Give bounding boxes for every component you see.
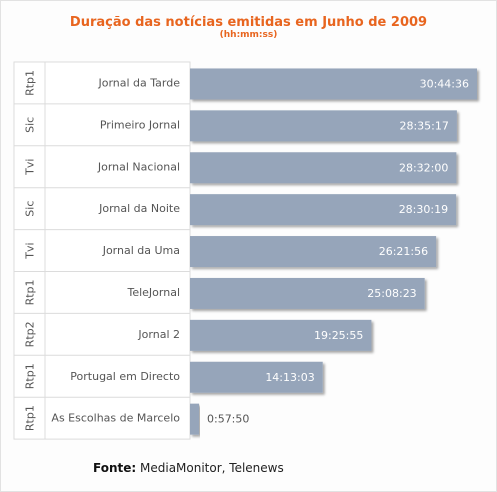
channel-label: Rtp2	[24, 321, 37, 347]
data-label: 19:25:55	[314, 329, 363, 342]
bar	[190, 110, 457, 142]
bar	[190, 194, 457, 226]
data-label: 28:32:00	[399, 161, 448, 174]
data-label: 28:30:19	[399, 203, 448, 216]
category-label: As Escolhas de Marcelo	[51, 412, 180, 425]
channel-label: Rtp1	[24, 363, 37, 389]
category-label: Jornal da Uma	[102, 244, 180, 257]
data-label: 14:13:03	[265, 371, 314, 384]
channel-label: Sic	[24, 201, 37, 217]
data-label: 25:08:23	[367, 287, 416, 300]
category-label: Jornal da Tarde	[97, 76, 180, 89]
bar	[190, 236, 437, 268]
category-label: Jornal da Noite	[98, 202, 180, 215]
source-text: MediaMonitor, Telenews	[140, 461, 284, 475]
category-label: Jornal 2	[137, 328, 180, 341]
bar	[190, 403, 199, 435]
bar	[190, 319, 372, 351]
channel-label: Rtp1	[24, 405, 37, 431]
bar	[190, 277, 425, 309]
source-label: Fonte:	[93, 461, 137, 475]
channel-label: Rtp1	[24, 70, 37, 96]
category-label: TeleJornal	[126, 286, 180, 299]
bar	[190, 68, 477, 100]
category-label: Primeiro Jornal	[100, 118, 180, 131]
bar	[190, 361, 323, 393]
data-label: 26:21:56	[379, 245, 428, 258]
channel-label: Tvi	[24, 159, 37, 176]
data-label: 30:44:36	[420, 77, 469, 90]
chart-title: Duração das notícias emitidas em Junho d…	[69, 15, 428, 30]
channel-label: Tvi	[24, 242, 37, 259]
chart-subtitle: (hh:mm:ss)	[219, 30, 278, 40]
bar	[190, 152, 457, 184]
channel-label: Rtp1	[24, 279, 37, 305]
category-label: Portugal em Directo	[70, 370, 180, 383]
source-note: Fonte: MediaMonitor, Telenews	[93, 461, 284, 475]
data-label: 0:57:50	[207, 413, 249, 426]
channel-label: Sic	[24, 117, 37, 133]
category-panel	[13, 61, 191, 440]
data-label: 28:35:17	[399, 119, 448, 132]
category-label: Jornal Nacional	[97, 160, 180, 173]
